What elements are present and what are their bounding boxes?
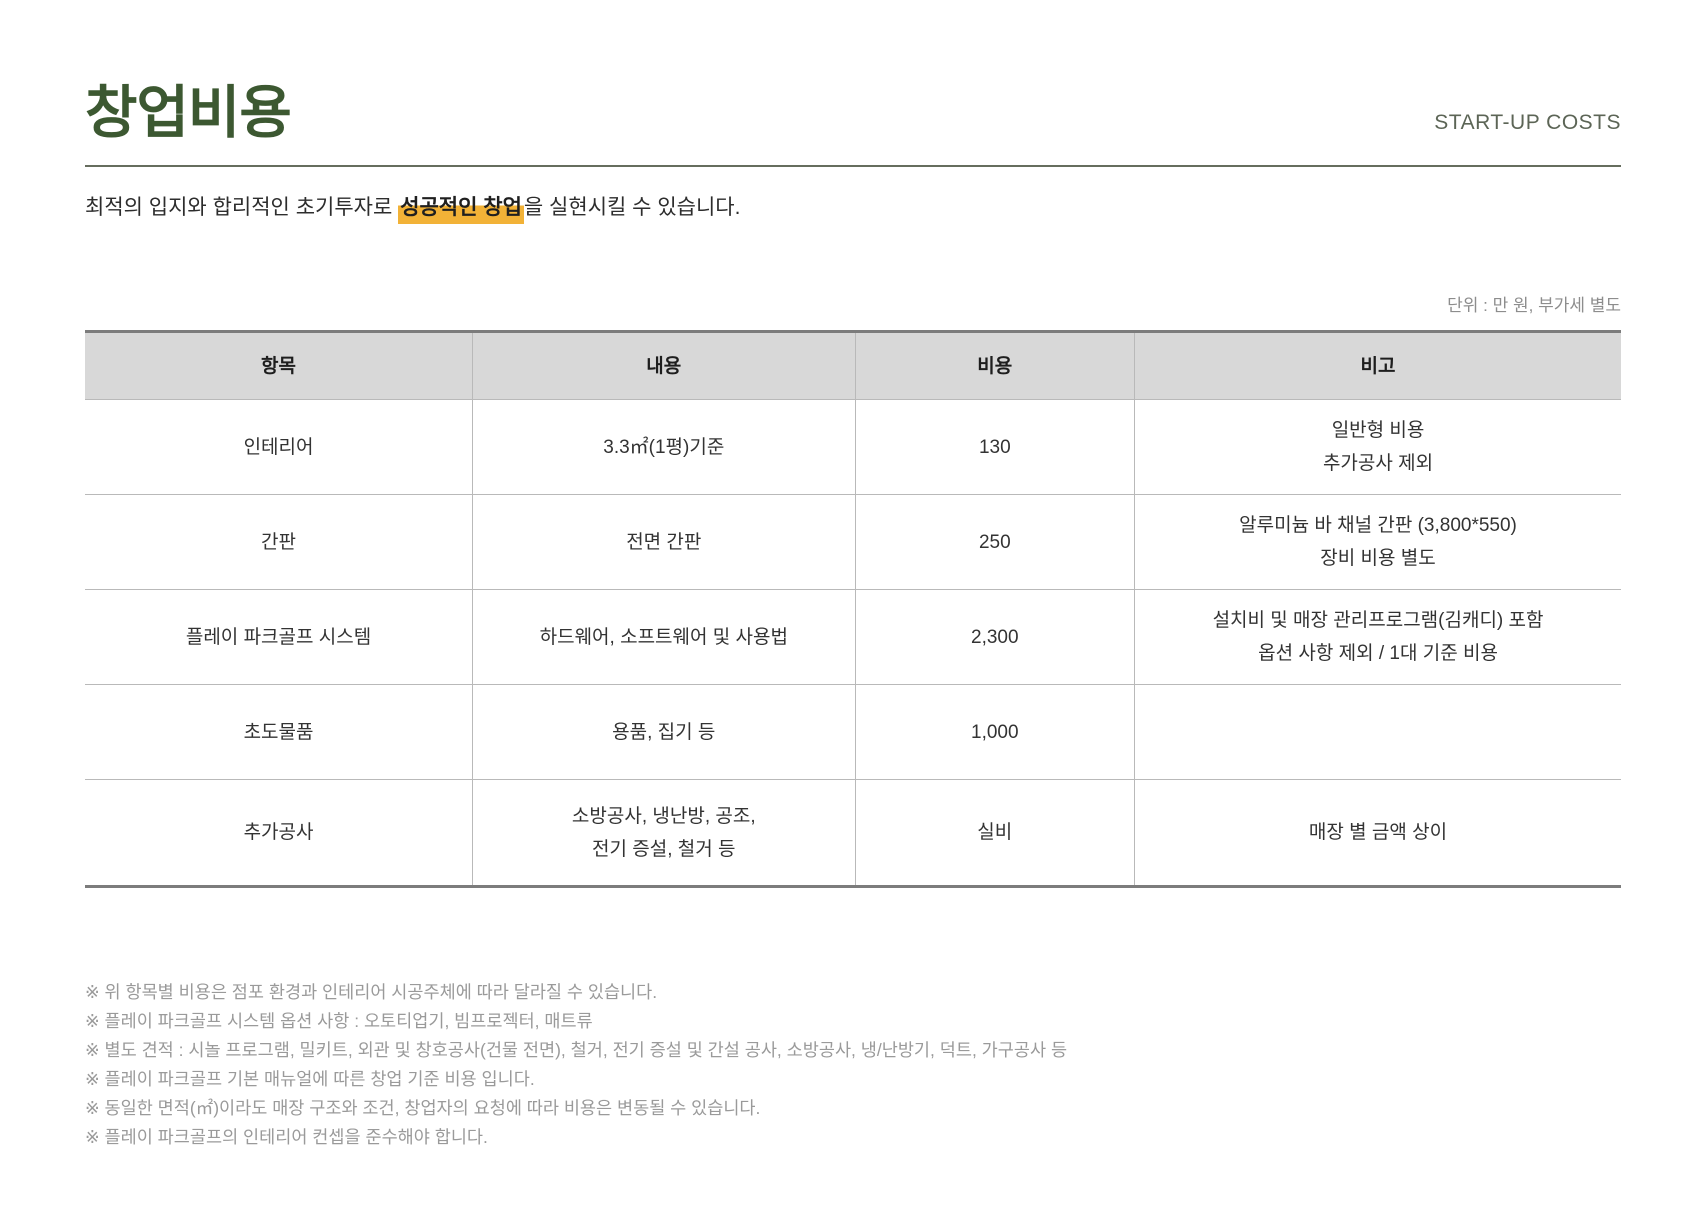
cell-line: 250 — [978, 531, 1011, 553]
table-cell: 소방공사, 냉난방, 공조, 전기 증설, 철거 등 — [472, 780, 854, 886]
cell-line: 장비 비용 별도 — [1320, 548, 1436, 570]
table-cell: 용품, 집기 등 — [472, 685, 854, 780]
cell-line: 130 — [978, 436, 1011, 458]
table-cell: 3.3㎡(1평)기준 — [472, 400, 854, 495]
cell-line: 2,300 — [971, 626, 1019, 648]
page-subtitle-en: START-UP COSTS — [1434, 111, 1621, 135]
table-header-cell: 내용 — [472, 333, 854, 400]
cell-line: 용품, 집기 등 — [612, 721, 716, 743]
cell-line: 추가공사 제외 — [1322, 453, 1434, 475]
table-cell: 추가공사 — [85, 780, 472, 885]
cell-line: 1,000 — [971, 721, 1019, 743]
cell-line: 일반형 비용 — [1331, 420, 1425, 442]
cell-line: 초도물품 — [243, 721, 314, 743]
intro-suffix: 을 실현시킬 수 있습니다. — [523, 196, 741, 220]
cell-line: 플레이 파크골프 시스템 — [185, 626, 372, 648]
footnote-line: ※ 플레이 파크골프 시스템 옵션 사항 : 오토티업기, 빔프로젝터, 매트류 — [85, 1011, 593, 1032]
unit-note: 단위 : 만 원, 부가세 별도 — [1447, 296, 1621, 316]
footnote-line: ※ 위 항목별 비용은 점포 환경과 인테리어 시공주체에 따라 달라질 수 있… — [85, 982, 658, 1003]
intro-highlight: 성공적인 창업 — [398, 196, 524, 225]
table-cell — [1134, 685, 1621, 780]
cell-line: 실비 — [977, 822, 1013, 844]
table-cell: 플레이 파크골프 시스템 — [85, 590, 472, 684]
table-row: 간판 전면 간판 250 알루미늄 바 채널 간판 (3,800*550) 장비 비용 … — [85, 494, 1621, 590]
table-cell: 전면 간판 — [472, 495, 854, 590]
table-cell: 간판 — [85, 495, 472, 589]
footnotes: ※ 위 항목별 비용은 점포 환경과 인테리어 시공주체에 따라 달라질 수 있… — [85, 978, 1621, 1152]
table-row: 추가공사 소방공사, 냉난방, 공조, 전기 증설, 철거 등 실비 매장 별 금액 상… — [85, 779, 1621, 886]
table-cell: 하드웨어, 소프트웨어 및 사용법 — [472, 590, 854, 685]
table-cell: 초도물품 — [85, 685, 472, 779]
cell-line: 하드웨어, 소프트웨어 및 사용법 — [539, 626, 788, 648]
page-header: 창업비용 START-UP COSTS — [85, 0, 1621, 147]
cell-line: 소방공사, 냉난방, 공조, — [571, 805, 756, 827]
cell-line: 전기 증설, 철거 등 — [592, 838, 736, 860]
table-cell: 130 — [854, 400, 1135, 495]
cell-line: 3.3㎡(1평)기준 — [603, 436, 725, 458]
table-cell: 2,300 — [854, 590, 1135, 685]
cell-line: 간판 — [261, 531, 297, 553]
table-header-row: 항목 내용 비용 비고 — [85, 333, 1621, 400]
title-divider — [85, 165, 1621, 168]
table-row: 플레이 파크골프 시스템 하드웨어, 소프트웨어 및 사용법 2,300 설치비 및 … — [85, 589, 1621, 685]
cell-line: 설치비 및 매장 관리프로그램(김캐디) 포함 — [1212, 610, 1544, 632]
intro-sentence: 최적의 입지와 합리적인 초기투자로 성공적인 창업을 실현시킬 수 있습니다. — [85, 191, 1621, 225]
table-row: 초도물품 용품, 집기 등 1,000 — [85, 684, 1621, 780]
page-title: 창업비용 — [85, 81, 292, 145]
cell-line: 전면 간판 — [626, 531, 702, 553]
table-cell: 1,000 — [854, 685, 1135, 780]
footnote-line: ※ 동일한 면적(㎡)이라도 매장 구조와 조건, 창업자의 요청에 따라 비용… — [85, 1098, 761, 1119]
table-header-cell: 항목 — [261, 355, 297, 377]
table-cell: 인테리어 — [85, 400, 472, 494]
table-header-cell: 비고 — [1134, 333, 1621, 400]
page-content: 창업비용 START-UP COSTS 최적의 입지와 합리적인 초기투자로 성… — [85, 0, 1621, 1152]
table-header-cell: 비용 — [854, 333, 1135, 400]
table-cell: 250 — [854, 495, 1135, 590]
footnote-line: ※ 플레이 파크골프의 인테리어 컨셉을 준수해야 합니다. — [85, 1127, 488, 1148]
cell-line: 알루미늄 바 채널 간판 (3,800*550) — [1239, 515, 1517, 537]
table-cell: 실비 — [854, 780, 1135, 886]
cell-line: 매장 별 금액 상이 — [1308, 822, 1448, 844]
table-cell: 매장 별 금액 상이 — [1134, 780, 1621, 886]
cell-line: 추가공사 — [243, 822, 314, 844]
table-cell: 알루미늄 바 채널 간판 (3,800*550) 장비 비용 별도 — [1134, 495, 1621, 590]
footnote-line: ※ 플레이 파크골프 기본 매뉴얼에 따른 창업 기준 비용 입니다. — [85, 1069, 535, 1090]
intro-prefix: 최적의 입지와 합리적인 초기투자로 — [85, 196, 399, 220]
cell-line: 인테리어 — [243, 436, 314, 458]
footnote-line: ※ 별도 견적 : 시놀 프로그램, 밀키트, 외관 및 창호공사(건물 전면)… — [85, 1040, 1068, 1061]
cell-line: 옵션 사항 제외 / 1대 기준 비용 — [1258, 643, 1498, 665]
